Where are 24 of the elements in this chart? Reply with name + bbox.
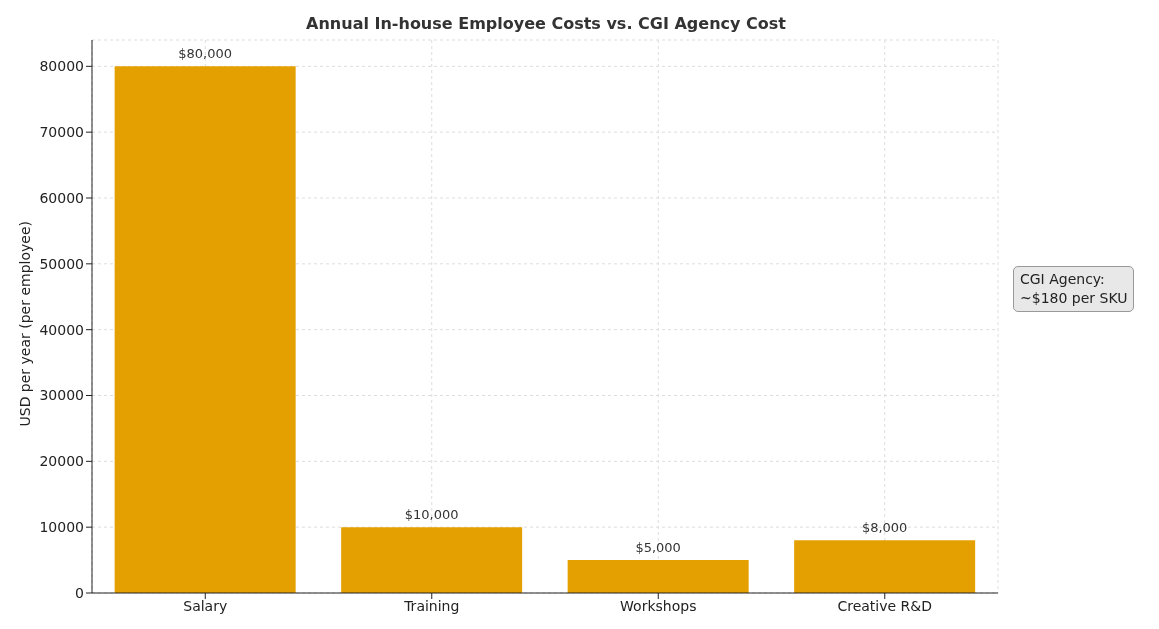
bar xyxy=(341,527,523,593)
data-label: $10,000 xyxy=(404,507,459,523)
y-tick-label: 20000 xyxy=(39,453,84,470)
data-label: $5,000 xyxy=(635,540,681,556)
y-tick-label: 70000 xyxy=(39,124,84,141)
data-label: $8,000 xyxy=(861,520,908,536)
y-axis-title: USD per year (per employee) xyxy=(16,221,33,427)
bar xyxy=(794,540,976,593)
x-tick-label: Creative R&D xyxy=(837,597,933,614)
y-tick-label: 10000 xyxy=(39,519,84,536)
bar xyxy=(567,560,749,593)
y-tick-label: 40000 xyxy=(39,321,84,338)
x-tick-label: Salary xyxy=(183,597,228,614)
y-tick-label: 0 xyxy=(75,584,84,601)
y-tick-label: 60000 xyxy=(39,189,84,206)
x-tick-label: Training xyxy=(403,597,460,614)
y-tick-label: 50000 xyxy=(39,255,84,272)
bar xyxy=(114,66,296,593)
chart-title: Annual In-house Employee Costs vs. CGI Agency Cost xyxy=(305,14,787,33)
data-label: $80,000 xyxy=(178,46,233,62)
x-tick-label: Workshops xyxy=(620,597,697,614)
y-tick-label: 80000 xyxy=(39,58,84,75)
text: CGI Agency: ~$180 per SKU xyxy=(1013,266,1135,312)
y-tick-label: 30000 xyxy=(39,387,84,404)
